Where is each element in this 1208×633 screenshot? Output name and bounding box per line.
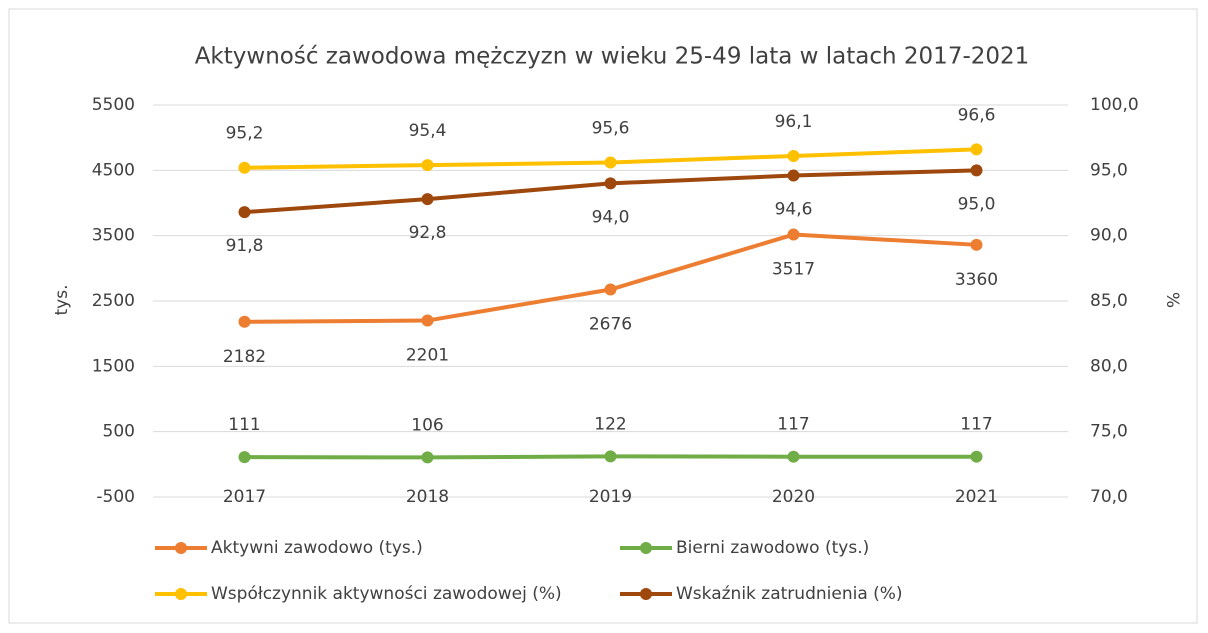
data-point — [238, 315, 251, 328]
x-tick-label: 2019 — [589, 487, 632, 507]
data-label: 96,6 — [958, 105, 996, 125]
y2-tick-label: 90,0 — [1090, 226, 1128, 246]
y2-tick-label: 100,0 — [1090, 95, 1139, 115]
x-tick-label: 2018 — [406, 487, 449, 507]
data-point — [604, 283, 617, 296]
data-label: 95,6 — [592, 118, 630, 138]
data-point — [238, 161, 251, 174]
data-label: 95,4 — [409, 121, 447, 141]
data-point — [787, 169, 800, 182]
y-tick-label: 3500 — [92, 226, 135, 246]
data-label: 117 — [960, 415, 992, 435]
legend-marker — [175, 542, 187, 554]
y2-tick-label: 85,0 — [1090, 291, 1128, 311]
data-point — [421, 451, 434, 464]
y2-tick-label: 80,0 — [1090, 356, 1128, 376]
data-point — [970, 450, 983, 463]
data-point — [421, 193, 434, 206]
y-tick-label: 4500 — [92, 160, 135, 180]
data-label: 2676 — [589, 315, 632, 335]
data-point — [604, 177, 617, 190]
data-point — [604, 450, 617, 463]
y2-tick-label: 75,0 — [1090, 422, 1128, 442]
legend-label: Bierni zawodowo (tys.) — [676, 538, 869, 558]
y2-tick-label: 70,0 — [1090, 487, 1128, 507]
data-label: 94,0 — [592, 207, 630, 227]
data-point — [787, 149, 800, 162]
data-label: 94,6 — [775, 200, 813, 220]
data-label: 3360 — [955, 270, 998, 290]
data-label: 122 — [594, 414, 626, 434]
data-point — [970, 164, 983, 177]
data-label: 95,0 — [958, 194, 996, 214]
y2-axis-label: % — [1162, 292, 1182, 308]
x-tick-label: 2020 — [772, 487, 815, 507]
y-tick-label: 2500 — [92, 291, 135, 311]
data-point — [787, 450, 800, 463]
chart-border — [8, 8, 1198, 624]
data-point — [970, 143, 983, 156]
data-point — [421, 314, 434, 327]
y-tick-label: 5500 — [92, 95, 135, 115]
data-label: 96,1 — [775, 112, 813, 132]
y-tick-label: 1500 — [92, 356, 135, 376]
data-point — [238, 206, 251, 219]
data-label: 111 — [228, 415, 260, 435]
x-tick-label: 2021 — [955, 487, 998, 507]
y-tick-label: 500 — [103, 422, 135, 442]
legend-label: Wskaźnik zatrudnienia (%) — [676, 584, 903, 604]
data-label: 117 — [777, 415, 809, 435]
data-label: 2182 — [223, 347, 266, 367]
data-point — [787, 228, 800, 241]
data-point — [604, 156, 617, 169]
data-label: 2201 — [406, 346, 449, 366]
data-point — [421, 159, 434, 172]
legend-marker — [640, 542, 652, 554]
chart-title: Aktywność zawodowa mężczyzn w wieku 25-4… — [195, 44, 1030, 70]
data-label: 106 — [411, 415, 443, 435]
y-axis-label: tys. — [52, 285, 72, 316]
legend-marker — [175, 588, 187, 600]
x-tick-label: 2017 — [223, 487, 266, 507]
y-tick-label: -500 — [96, 487, 135, 507]
data-point — [970, 238, 983, 251]
legend-label: Współczynnik aktywności zawodowej (%) — [211, 584, 562, 604]
data-point — [238, 451, 251, 464]
data-label: 91,8 — [226, 236, 264, 256]
y2-tick-label: 95,0 — [1090, 160, 1128, 180]
data-label: 92,8 — [409, 223, 447, 243]
legend-marker — [640, 588, 652, 600]
data-label: 3517 — [772, 260, 815, 280]
legend-label: Aktywni zawodowo (tys.) — [211, 538, 423, 558]
data-label: 95,2 — [226, 124, 264, 144]
